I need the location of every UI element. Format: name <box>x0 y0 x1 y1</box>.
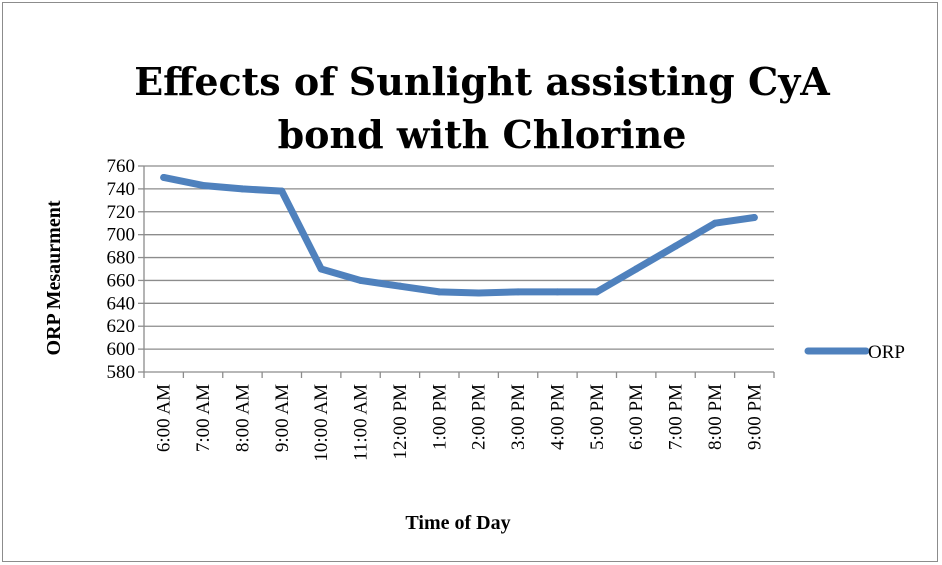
data-point <box>435 288 443 296</box>
data-point <box>396 282 404 290</box>
x-tick-label: 9:00 AM <box>272 384 293 452</box>
data-point <box>160 173 168 181</box>
data-point <box>632 265 640 273</box>
x-tick-label: 10:00 AM <box>311 384 332 462</box>
data-point <box>357 276 365 284</box>
y-tick-label: 720 <box>107 202 136 223</box>
x-tick-label: 8:00 AM <box>232 384 253 452</box>
series-line-orp <box>160 173 758 297</box>
data-point <box>672 242 680 250</box>
y-tick-label: 740 <box>107 179 136 200</box>
x-tick-label: 12:00 PM <box>390 384 411 460</box>
y-tick-label: 700 <box>107 225 136 246</box>
y-tick-label: 620 <box>107 316 136 337</box>
x-tick-label: 3:00 PM <box>508 384 529 450</box>
data-point <box>553 288 561 296</box>
data-point <box>514 288 522 296</box>
x-tick-label: 6:00 PM <box>626 384 647 450</box>
legend-label-orp: ORP <box>868 342 905 363</box>
y-axis-title: ORP Mesaurment <box>43 200 65 355</box>
legend: ORP <box>804 342 905 363</box>
y-tick-label: 680 <box>107 248 136 269</box>
x-axis-ticks: 6:00 AM 7:00 AM 8:00 AM 9:00 AM 10:00 AM 11:0… <box>143 372 775 462</box>
chart-title-line-1: Effects of Sunlight assisting CyA <box>134 59 830 104</box>
data-point <box>750 214 758 221</box>
x-tick-label: 11:00 AM <box>351 384 372 461</box>
data-point <box>317 265 325 273</box>
series-layer <box>160 173 758 297</box>
axes <box>143 166 774 373</box>
x-tick-label: 4:00 PM <box>547 384 568 450</box>
x-tick-label: 2:00 PM <box>469 384 490 450</box>
x-tick-label: 7:00 PM <box>666 384 687 450</box>
data-point <box>278 187 286 195</box>
x-axis-title: Time of Day <box>405 512 510 534</box>
data-point <box>593 288 601 296</box>
x-tick-label: 9:00 PM <box>744 384 765 450</box>
chart-title-line-2: bond with Chlorine <box>278 112 687 157</box>
y-tick-label: 760 <box>107 156 136 177</box>
x-tick-label: 6:00 AM <box>154 384 175 452</box>
y-tick-label: 660 <box>107 270 136 291</box>
data-point <box>199 181 207 189</box>
x-tick-label: 5:00 PM <box>587 384 608 450</box>
y-tick-label: 580 <box>107 362 136 383</box>
x-tick-label: 8:00 PM <box>705 384 726 450</box>
y-tick-label: 640 <box>107 293 136 314</box>
x-tick-label: 7:00 AM <box>193 384 214 452</box>
x-tick-label: 1:00 PM <box>429 384 450 450</box>
gridlines <box>144 165 774 350</box>
y-tick-label: 600 <box>107 339 136 360</box>
data-point <box>711 219 719 227</box>
data-point <box>238 185 246 193</box>
data-point <box>475 289 483 297</box>
